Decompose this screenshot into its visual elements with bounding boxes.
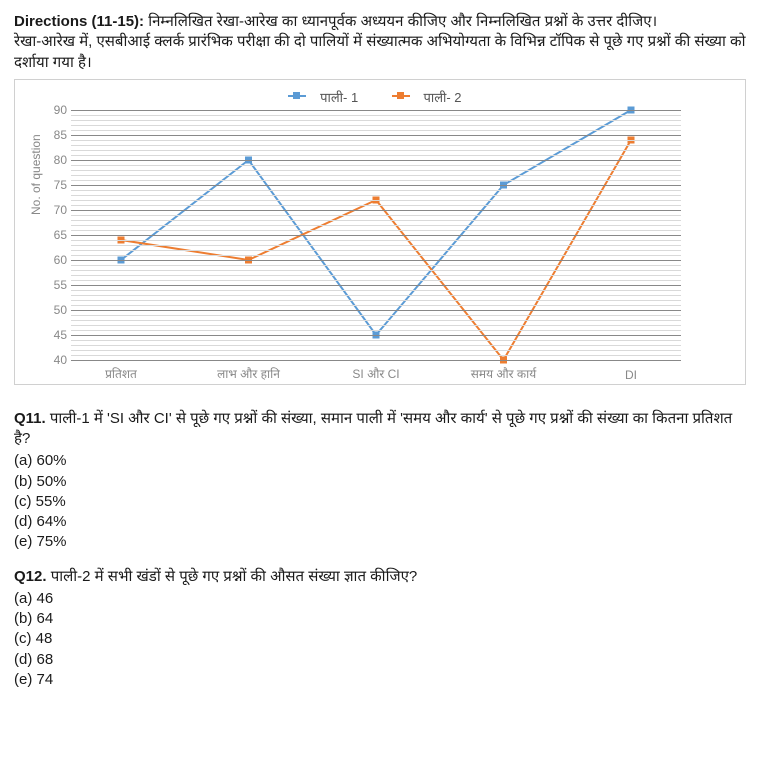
q12-opt-d: (d) 68	[14, 650, 746, 670]
legend-marker-2	[392, 95, 410, 97]
q12-prompt: पाली-2 में सभी खंडों से पूछे गए प्रश्नों…	[47, 568, 418, 585]
legend-label-2: पाली- 2	[423, 90, 461, 105]
y-axis-label: No. of question	[29, 134, 43, 215]
q12-options: (a) 46 (b) 64 (c) 48 (d) 68 (e) 74	[14, 589, 746, 690]
q11-opt-a: (a) 60%	[14, 451, 746, 471]
y-tick: 75	[43, 178, 67, 192]
directions-line2: रेखा-आरेख में, एसबीआई क्लर्क प्रारंभिक प…	[14, 33, 745, 70]
question-12: Q12. पाली-2 में सभी खंडों से पूछे गए प्र…	[14, 567, 746, 691]
legend-marker-1	[288, 95, 306, 97]
q11-opt-c: (c) 55%	[14, 492, 746, 512]
directions-block: Directions (11-15): निम्नलिखित रेखा-आरेख…	[14, 12, 746, 73]
y-tick: 65	[43, 228, 67, 242]
y-tick: 60	[43, 253, 67, 267]
directions-label: Directions (11-15):	[14, 13, 144, 30]
q11-prompt: पाली-1 में 'SI और CI' से पूछे गए प्रश्नो…	[14, 410, 732, 447]
x-category: लाभ और हानि	[217, 365, 280, 382]
y-tick: 45	[43, 328, 67, 342]
x-category: प्रतिशत	[105, 365, 137, 382]
y-tick: 80	[43, 153, 67, 167]
q12-prefix: Q12.	[14, 568, 47, 585]
chart-legend: पाली- 1 पाली- 2	[27, 88, 733, 106]
x-category: DI	[625, 368, 637, 382]
question-11: Q11. पाली-1 में 'SI और CI' से पूछे गए प्…	[14, 409, 746, 553]
legend-item-2: पाली- 2	[392, 90, 472, 105]
line-chart: पाली- 1 पाली- 2 No. of question 40455055…	[14, 79, 746, 385]
q11-prefix: Q11.	[14, 410, 46, 427]
q11-opt-b: (b) 50%	[14, 472, 746, 492]
x-category: समय और कार्य	[471, 365, 536, 382]
q12-opt-c: (c) 48	[14, 629, 746, 649]
y-tick: 70	[43, 203, 67, 217]
y-tick: 55	[43, 278, 67, 292]
y-tick: 90	[43, 103, 67, 117]
q12-opt-a: (a) 46	[14, 589, 746, 609]
y-tick: 50	[43, 303, 67, 317]
chart-plot-area: No. of question 4045505560657075808590प्…	[71, 110, 681, 360]
q11-opt-d: (d) 64%	[14, 512, 746, 532]
q12-opt-e: (e) 74	[14, 670, 746, 690]
directions-line1: निम्नलिखित रेखा-आरेख का ध्यानपूर्वक अध्य…	[144, 13, 657, 30]
x-category: SI और CI	[352, 365, 399, 382]
q11-opt-e: (e) 75%	[14, 532, 746, 552]
q12-opt-b: (b) 64	[14, 609, 746, 629]
q11-options: (a) 60% (b) 50% (c) 55% (d) 64% (e) 75%	[14, 451, 746, 552]
legend-label-1: पाली- 1	[320, 90, 358, 105]
legend-item-1: पाली- 1	[288, 90, 371, 105]
y-tick: 40	[43, 353, 67, 367]
y-tick: 85	[43, 128, 67, 142]
